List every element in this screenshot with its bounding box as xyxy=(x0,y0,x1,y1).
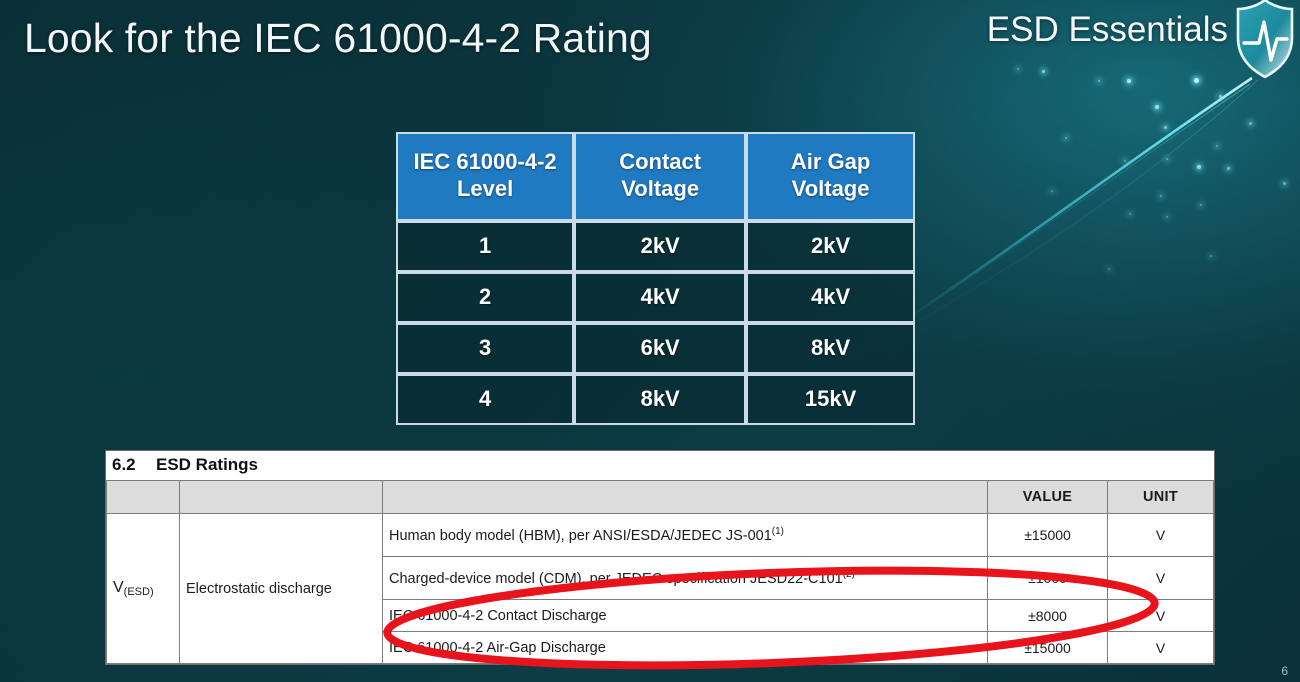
datasheet-value-cell: ±15000 xyxy=(987,513,1108,557)
description-text: Charged-device model (CDM), per JEDEC sp… xyxy=(389,570,843,587)
datasheet-header-value: VALUE xyxy=(987,480,1108,514)
iec-cell-level: 4 xyxy=(396,373,575,425)
iec-header-contact-line1: Contact xyxy=(619,149,702,174)
description-text: Human body model (HBM), per ANSI/ESDA/JE… xyxy=(389,527,772,544)
footnote-ref: (2) xyxy=(842,569,855,581)
iec-cell-contact: 4kV xyxy=(574,271,747,323)
shield-pulse-icon xyxy=(1236,0,1294,79)
iec-cell-airgap: 15kV xyxy=(746,373,915,425)
table-row: 4 8kV 15kV xyxy=(396,373,915,425)
table-row: 3 6kV 8kV xyxy=(396,322,915,374)
datasheet-description-cell: IEC 61000-4-2 Air-Gap Discharge xyxy=(382,631,988,664)
iec-cell-contact: 6kV xyxy=(574,322,747,374)
datasheet-section-title: ESD Ratings xyxy=(156,455,259,474)
page-number: 6 xyxy=(1281,664,1288,678)
datasheet-header-symbol xyxy=(106,480,180,514)
datasheet-section-heading: 6.2 ESD Ratings xyxy=(106,451,1214,480)
datasheet-header-unit: UNIT xyxy=(1107,480,1214,514)
iec-table-header-row: IEC 61000-4-2 Level Contact Voltage Air … xyxy=(396,132,915,221)
iec-cell-level: 1 xyxy=(396,220,575,272)
datasheet-unit-cell: V xyxy=(1107,631,1214,664)
iec-cell-airgap: 8kV xyxy=(746,322,915,374)
table-row: 1 2kV 2kV xyxy=(396,220,915,272)
datasheet-unit-cell: V xyxy=(1107,556,1214,600)
datasheet-header-row: VALUE UNIT xyxy=(106,480,1214,514)
datasheet-symbol-cell: V(ESD) xyxy=(106,513,180,664)
iec-cell-level: 3 xyxy=(396,322,575,374)
table-row: V(ESD) Electrostatic discharge Human bod… xyxy=(106,513,1214,664)
table-row: 2 4kV 4kV xyxy=(396,271,915,323)
datasheet-value-cell: ±8000 xyxy=(987,599,1108,632)
iec-header-airgap-line2: Voltage xyxy=(791,175,870,201)
iec-header-airgap: Air Gap Voltage xyxy=(746,132,915,221)
symbol-main: V xyxy=(113,579,124,596)
iec-header-level-line1: IEC 61000-4-2 xyxy=(413,149,557,174)
iec-level-table: IEC 61000-4-2 Level Contact Voltage Air … xyxy=(396,132,915,425)
iec-header-level-line2: Level xyxy=(456,175,514,201)
datasheet-parameter-cell: Electrostatic discharge xyxy=(179,513,383,664)
datasheet-value-cell: ±1000 xyxy=(987,556,1108,600)
iec-cell-airgap: 2kV xyxy=(746,220,915,272)
iec-cell-contact: 8kV xyxy=(574,373,747,425)
datasheet-header-description xyxy=(382,480,988,514)
iec-header-contact-line2: Voltage xyxy=(621,175,700,201)
datasheet-unit-cell: V xyxy=(1107,513,1214,557)
iec-header-contact: Contact Voltage xyxy=(574,132,747,221)
datasheet-description-cell: Human body model (HBM), per ANSI/ESDA/JE… xyxy=(382,513,988,557)
iec-cell-airgap: 4kV xyxy=(746,271,915,323)
brand-label: ESD Essentials xyxy=(986,10,1228,49)
esd-ratings-table: VALUE UNIT V(ESD) Electrostatic discharg… xyxy=(106,480,1214,664)
datasheet-header-parameter xyxy=(179,480,383,514)
symbol-subscript: (ESD) xyxy=(123,586,154,598)
datasheet-description-cell: IEC 61000-4-2 Contact Discharge xyxy=(382,599,988,632)
datasheet-section-number: 6.2 xyxy=(112,455,136,474)
iec-header-airgap-line1: Air Gap xyxy=(790,149,871,174)
iec-cell-contact: 2kV xyxy=(574,220,747,272)
datasheet-value-cell: ±15000 xyxy=(987,631,1108,664)
datasheet-description-cell: Charged-device model (CDM), per JEDEC sp… xyxy=(382,556,988,600)
datasheet-excerpt: 6.2 ESD Ratings VALUE UNIT V(ESD) Electro… xyxy=(105,450,1215,665)
footnote-ref: (1) xyxy=(771,526,785,538)
iec-header-level: IEC 61000-4-2 Level xyxy=(396,132,575,221)
iec-cell-level: 2 xyxy=(396,271,575,323)
page-title: Look for the IEC 61000-4-2 Rating xyxy=(24,15,652,61)
datasheet-unit-cell: V xyxy=(1107,599,1214,632)
